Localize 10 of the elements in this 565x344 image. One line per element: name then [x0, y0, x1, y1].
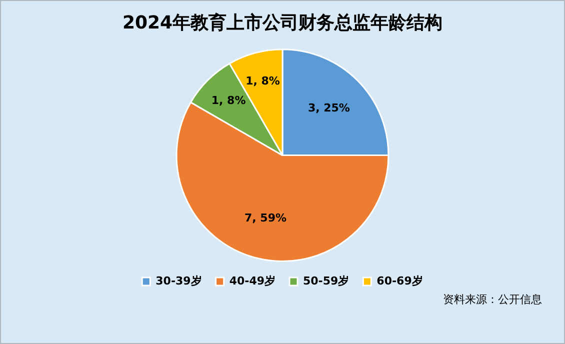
legend-label: 30-39岁 — [156, 274, 202, 288]
data-label: 1, 8% — [246, 74, 280, 88]
chart-title: 2024年教育上市公司财务总监年龄结构 — [122, 11, 443, 34]
legend-label: 40-49岁 — [229, 274, 276, 288]
text: 资料来源：公开信息 — [443, 292, 542, 307]
legend-label: 50-59岁 — [303, 274, 350, 288]
data-label: 1, 8% — [211, 94, 246, 108]
legend-label: 60-69岁 — [376, 274, 423, 288]
data-label: 3, 25% — [308, 102, 350, 115]
data-label: 7, 59% — [244, 212, 286, 225]
